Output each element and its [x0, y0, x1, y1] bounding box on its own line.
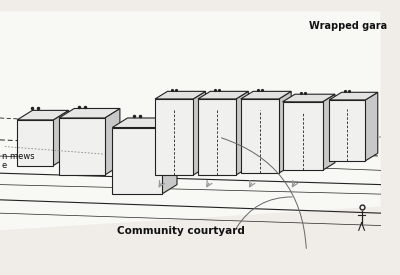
- Polygon shape: [329, 92, 378, 100]
- Polygon shape: [198, 91, 248, 99]
- Polygon shape: [329, 100, 366, 161]
- Text: n mews: n mews: [2, 152, 34, 161]
- Polygon shape: [236, 91, 248, 175]
- Polygon shape: [105, 108, 120, 175]
- Text: Wrapped gara: Wrapped gara: [309, 21, 387, 31]
- Polygon shape: [322, 94, 335, 170]
- Polygon shape: [366, 92, 378, 161]
- Polygon shape: [283, 94, 335, 102]
- Polygon shape: [193, 91, 206, 175]
- Polygon shape: [279, 91, 291, 173]
- Text: Community courtyard: Community courtyard: [117, 227, 245, 236]
- Polygon shape: [17, 110, 68, 120]
- Polygon shape: [162, 118, 177, 194]
- Polygon shape: [283, 102, 322, 170]
- Polygon shape: [53, 110, 68, 166]
- Polygon shape: [155, 99, 193, 175]
- Polygon shape: [17, 120, 53, 166]
- Polygon shape: [59, 118, 105, 175]
- Polygon shape: [59, 108, 120, 118]
- Polygon shape: [112, 118, 177, 128]
- Polygon shape: [112, 128, 162, 194]
- Text: e: e: [2, 161, 7, 170]
- Polygon shape: [155, 91, 206, 99]
- Polygon shape: [241, 91, 291, 99]
- Polygon shape: [241, 99, 279, 173]
- Polygon shape: [0, 12, 381, 230]
- Polygon shape: [198, 99, 236, 175]
